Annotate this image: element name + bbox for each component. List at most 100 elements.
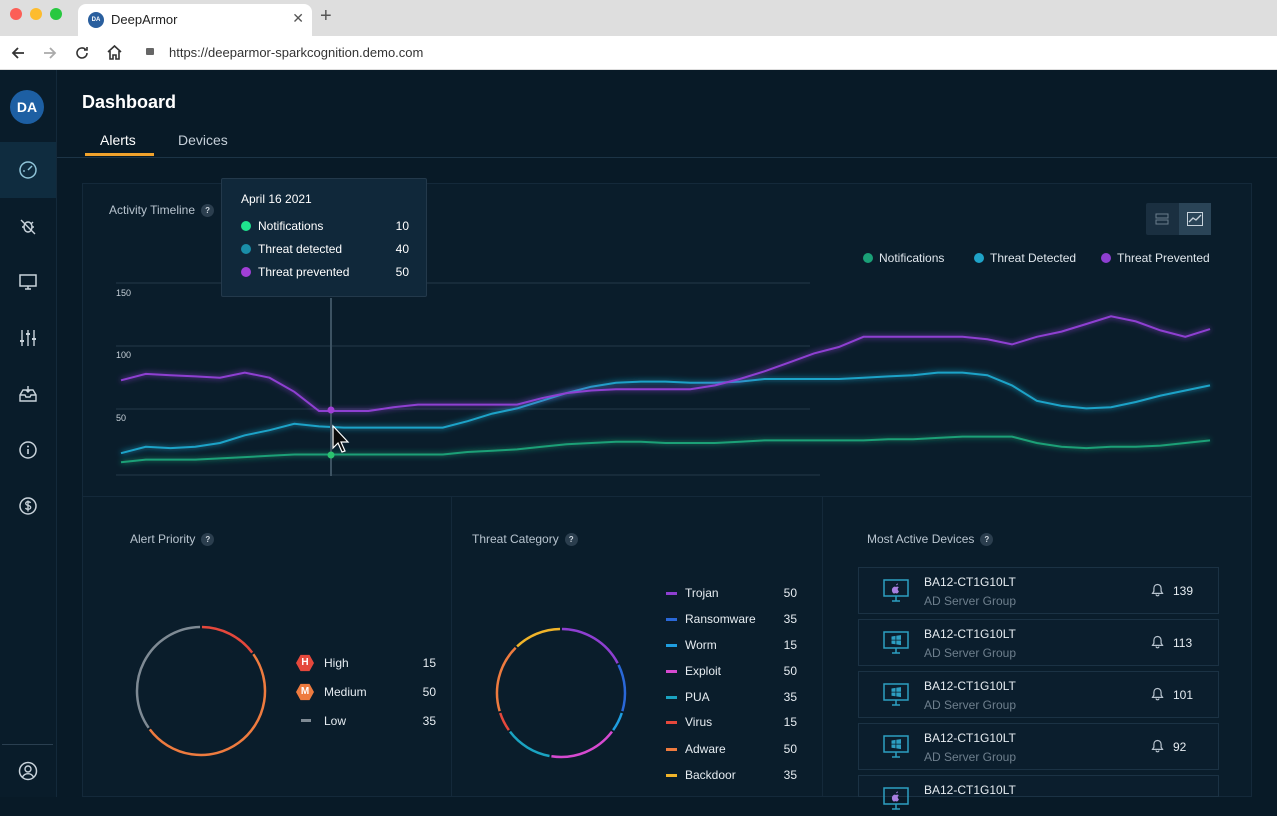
category-slice-pua[interactable] bbox=[509, 730, 550, 758]
category-label: Trojan bbox=[685, 586, 719, 600]
sidebar-item-devices[interactable] bbox=[0, 254, 56, 310]
high-priority-icon: H bbox=[296, 654, 314, 672]
minimize-window-button[interactable] bbox=[30, 8, 42, 20]
help-icon[interactable]: ? bbox=[201, 533, 215, 546]
category-slice-ransomware[interactable] bbox=[617, 664, 627, 712]
priority-slice-medium[interactable] bbox=[148, 653, 267, 757]
inbox-icon bbox=[19, 386, 37, 402]
new-tab-icon[interactable]: + bbox=[320, 5, 332, 27]
home-icon[interactable] bbox=[106, 44, 123, 61]
category-row-pua[interactable]: PUA 35 bbox=[666, 690, 797, 706]
series-line-notifications[interactable] bbox=[120, 435, 1211, 464]
device-row[interactable]: BA12-CT1G10LT AD Server Group 139 bbox=[858, 567, 1219, 614]
category-value: 35 bbox=[783, 612, 797, 626]
page-title: Dashboard bbox=[82, 92, 177, 112]
help-icon[interactable]: ? bbox=[980, 533, 994, 546]
activity-timeline-chart[interactable] bbox=[0, 70, 1277, 797]
bell-icon bbox=[1151, 687, 1164, 706]
user-icon bbox=[18, 761, 38, 781]
category-slice-worm[interactable] bbox=[612, 712, 623, 731]
mouse-cursor-icon bbox=[332, 424, 350, 453]
priority-row-high[interactable]: H High 15 bbox=[296, 654, 436, 672]
series-line-threat-prevented[interactable] bbox=[120, 315, 1211, 412]
maximize-window-button[interactable] bbox=[50, 8, 62, 20]
device-name: BA12-CT1G10LT bbox=[924, 783, 1016, 797]
close-window-button[interactable] bbox=[10, 8, 22, 20]
category-value: 35 bbox=[783, 768, 797, 782]
category-value: 50 bbox=[783, 742, 797, 756]
help-icon[interactable]: ? bbox=[564, 533, 578, 546]
priority-slice-high[interactable] bbox=[201, 625, 254, 654]
category-label: Exploit bbox=[685, 664, 722, 678]
forward-icon[interactable] bbox=[42, 45, 58, 61]
tab-devices[interactable]: Devices bbox=[178, 132, 228, 148]
windows-device-icon bbox=[883, 683, 909, 707]
priority-slice-low[interactable] bbox=[135, 625, 201, 729]
alert-count: 139 bbox=[1173, 584, 1194, 598]
back-icon[interactable] bbox=[10, 45, 26, 61]
device-name: BA12-CT1G10LT bbox=[924, 679, 1016, 693]
favicon-icon: DA bbox=[88, 12, 104, 28]
priority-row-low[interactable]: Low 35 bbox=[296, 712, 436, 730]
category-slice-backdoor[interactable] bbox=[516, 627, 561, 648]
close-tab-icon[interactable]: ✕ bbox=[292, 10, 304, 26]
category-row-exploit[interactable]: Exploit 50 bbox=[666, 664, 797, 680]
device-row[interactable]: BA12-CT1G10LT bbox=[858, 775, 1219, 810]
category-row-backdoor[interactable]: Backdoor 35 bbox=[666, 768, 797, 784]
category-row-trojan[interactable]: Trojan 50 bbox=[666, 586, 797, 602]
browser-tab[interactable]: DA DeepArmor ✕ bbox=[78, 4, 312, 36]
tab-alerts[interactable]: Alerts bbox=[100, 132, 136, 148]
sidebar-item-info[interactable] bbox=[0, 422, 56, 478]
logo[interactable]: DA bbox=[10, 90, 44, 124]
device-row[interactable]: BA12-CT1G10LT AD Server Group 101 bbox=[858, 671, 1219, 718]
device-group: AD Server Group bbox=[924, 594, 1017, 608]
tooltip-dot bbox=[241, 244, 251, 254]
sidebar-divider bbox=[2, 744, 53, 745]
tooltip-date: April 16 2021 bbox=[241, 192, 312, 206]
chart-view-button[interactable] bbox=[1179, 203, 1211, 235]
hover-point-notifications bbox=[327, 451, 335, 459]
dashboard-icon bbox=[19, 161, 37, 179]
lock-icon bbox=[146, 48, 154, 55]
alert-priority-donut[interactable] bbox=[134, 624, 268, 758]
sidebar-item-downloads[interactable] bbox=[0, 366, 56, 422]
category-slice-virus[interactable] bbox=[499, 712, 510, 731]
chart-view-icon bbox=[1187, 212, 1203, 226]
reload-icon[interactable] bbox=[74, 45, 90, 61]
category-swatch bbox=[666, 696, 677, 699]
threat-category-card bbox=[451, 496, 823, 797]
tooltip-dot bbox=[241, 221, 251, 231]
apple-device-icon bbox=[883, 579, 909, 603]
list-view-button[interactable] bbox=[1146, 203, 1178, 235]
sidebar-item-billing[interactable] bbox=[0, 478, 56, 534]
category-slice-exploit[interactable] bbox=[551, 730, 613, 759]
legend-dot bbox=[863, 253, 873, 263]
sidebar-item-threats[interactable] bbox=[0, 198, 56, 254]
category-slice-trojan[interactable] bbox=[561, 627, 619, 664]
sidebar-item-profile[interactable] bbox=[0, 743, 56, 799]
category-label: PUA bbox=[685, 690, 710, 704]
category-row-adware[interactable]: Adware 50 bbox=[666, 742, 797, 758]
category-row-virus[interactable]: Virus 15 bbox=[666, 715, 797, 731]
legend-threat-detected: Threat Detected bbox=[974, 251, 1076, 265]
help-icon[interactable]: ? bbox=[201, 204, 215, 217]
bell-icon bbox=[1151, 635, 1164, 654]
series-line-threat-detected[interactable] bbox=[120, 371, 1211, 455]
category-row-worm[interactable]: Worm 15 bbox=[666, 638, 797, 654]
sidebar-item-dashboard[interactable] bbox=[0, 142, 56, 198]
address-bar[interactable]: https://deeparmor-sparkcognition.demo.co… bbox=[169, 45, 424, 60]
category-swatch bbox=[666, 721, 677, 724]
sidebar-item-policies[interactable] bbox=[0, 310, 56, 366]
priority-row-medium[interactable]: M Medium 50 bbox=[296, 683, 436, 701]
device-row[interactable]: BA12-CT1G10LT AD Server Group 113 bbox=[858, 619, 1219, 666]
threat-category-donut[interactable] bbox=[493, 625, 629, 761]
device-group: AD Server Group bbox=[924, 698, 1017, 712]
info-icon bbox=[19, 441, 37, 459]
apple-device-icon bbox=[883, 787, 909, 811]
tooltip-row-threat-detected: Threat detected 40 bbox=[241, 242, 409, 256]
category-slice-adware[interactable] bbox=[495, 646, 517, 712]
category-value: 15 bbox=[783, 638, 797, 652]
category-row-ransomware[interactable]: Ransomware 35 bbox=[666, 612, 797, 628]
device-row[interactable]: BA12-CT1G10LT AD Server Group 92 bbox=[858, 723, 1219, 770]
sliders-icon bbox=[20, 330, 36, 346]
